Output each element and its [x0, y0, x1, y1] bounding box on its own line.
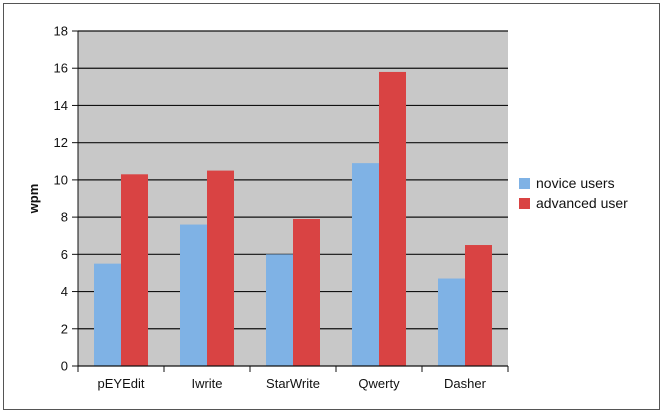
x-tick-label: Iwrite — [191, 376, 222, 391]
legend-swatch — [519, 178, 530, 189]
bar-novice-dasher — [438, 278, 465, 366]
x-tick-label: Dasher — [444, 376, 487, 391]
legend: novice users advanced user — [519, 175, 628, 211]
bar-advanced-starwrite — [293, 218, 320, 366]
x-tick-label: Qwerty — [358, 376, 400, 391]
y-tick-label: 8 — [61, 210, 68, 225]
y-tick-label: 16 — [54, 61, 68, 76]
y-tick-label: 14 — [54, 98, 68, 113]
bar-novice-starwrite — [266, 254, 293, 366]
bar-novice-iwrite — [180, 224, 207, 366]
bar-advanced-peyedit — [121, 174, 148, 366]
bar-advanced-dasher — [465, 245, 492, 366]
axes — [72, 30, 509, 372]
y-tick-label: 6 — [61, 247, 68, 262]
x-tick-labels: pEYEdit Iwrite StarWrite Qwerty Dasher — [98, 376, 487, 391]
y-tick-label: 18 — [54, 24, 68, 39]
legend-label: advanced user — [536, 195, 628, 211]
x-tick-label: pEYEdit — [98, 376, 145, 391]
bar-novice-qwerty — [352, 163, 379, 366]
y-tick-label: 12 — [54, 135, 68, 150]
x-tick-label: StarWrite — [266, 376, 320, 391]
y-tick-label: 4 — [61, 284, 68, 299]
bar-novice-peyedit — [94, 263, 121, 366]
bar-advanced-qwerty — [379, 71, 406, 366]
y-tick-label: 2 — [61, 321, 68, 336]
bar-advanced-iwrite — [207, 170, 234, 366]
y-tick-labels: 0 2 4 6 8 10 12 14 16 18 — [54, 24, 68, 374]
y-tick-label: 0 — [61, 359, 68, 374]
bars — [94, 71, 492, 366]
y-axis-label: wpm — [26, 184, 41, 215]
y-tick-label: 10 — [54, 172, 68, 187]
legend-label: novice users — [536, 175, 615, 191]
legend-swatch — [519, 198, 530, 209]
